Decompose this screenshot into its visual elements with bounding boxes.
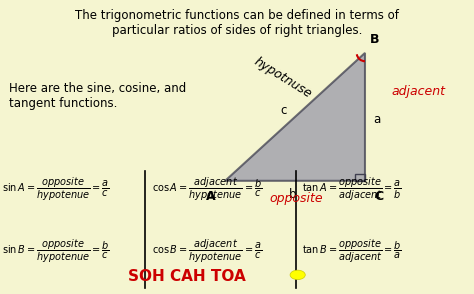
Text: b: b <box>289 188 297 201</box>
Text: adjacent: adjacent <box>391 85 445 98</box>
Text: $\tan A = \dfrac{opposite}{adjacent} = \dfrac{a}{b}$: $\tan A = \dfrac{opposite}{adjacent} = \… <box>302 176 402 203</box>
Text: The trigonometric functions can be defined in terms of
particular ratios of side: The trigonometric functions can be defin… <box>75 9 399 37</box>
Text: Here are the sine, cosine, and
tangent functions.: Here are the sine, cosine, and tangent f… <box>9 82 187 110</box>
Text: $\cos A = \dfrac{adjacent}{hypotenue} = \dfrac{b}{c}$: $\cos A = \dfrac{adjacent}{hypotenue} = … <box>152 176 262 203</box>
Text: $\cos B = \dfrac{adjacent}{hypotenue} = \dfrac{a}{c}$: $\cos B = \dfrac{adjacent}{hypotenue} = … <box>152 238 262 265</box>
Circle shape <box>290 270 305 280</box>
Text: $\sin B = \dfrac{opposite}{hypotenue} = \dfrac{b}{c}$: $\sin B = \dfrac{opposite}{hypotenue} = … <box>2 238 110 265</box>
Text: $\sin A = \dfrac{opposite}{hypotenue} = \dfrac{a}{c}$: $\sin A = \dfrac{opposite}{hypotenue} = … <box>2 176 110 203</box>
Polygon shape <box>225 53 365 181</box>
Text: SOH CAH TOA: SOH CAH TOA <box>128 269 246 284</box>
Text: opposite: opposite <box>269 192 323 205</box>
Text: $\tan B = \dfrac{opposite}{adjacent} = \dfrac{b}{a}$: $\tan B = \dfrac{opposite}{adjacent} = \… <box>302 238 402 265</box>
Text: A: A <box>206 190 216 203</box>
Text: C: C <box>374 190 383 203</box>
Text: c: c <box>280 104 287 117</box>
Text: B: B <box>370 33 379 46</box>
Text: hypotnuse: hypotnuse <box>251 55 314 101</box>
Text: a: a <box>373 113 380 126</box>
